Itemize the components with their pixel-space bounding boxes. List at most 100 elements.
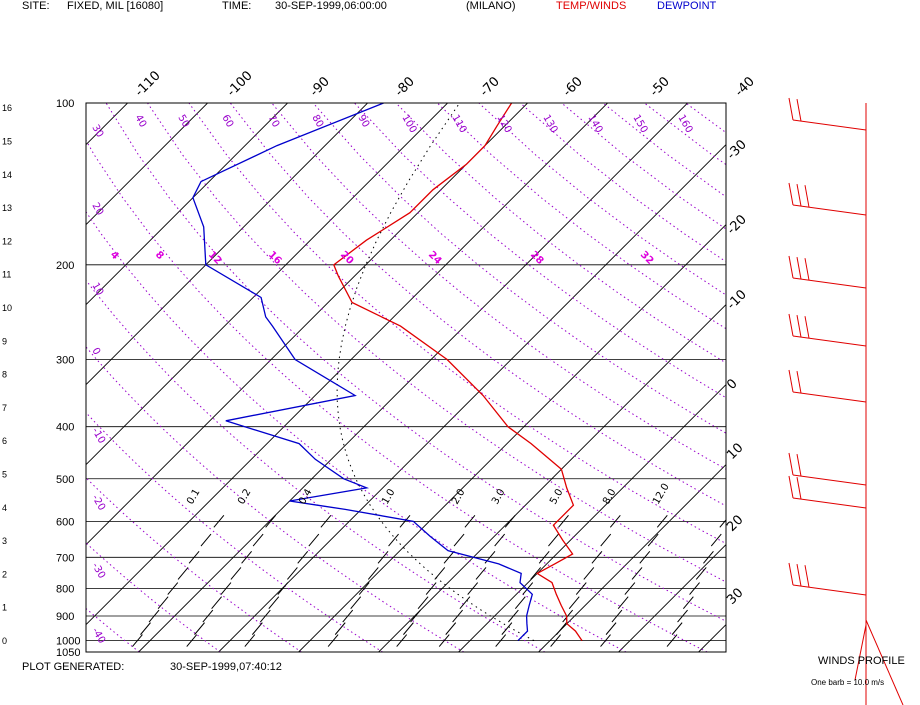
mixing-ratio-tick (624, 582, 636, 595)
wind-barb-shaft (792, 335, 867, 347)
mixing-ratio-tick (558, 515, 569, 528)
mixing-ratio-tick (177, 567, 189, 580)
pressure-tick-label: 100 (56, 98, 74, 110)
isotherm-line (86, 103, 609, 626)
mixing-ratio-tick (475, 567, 487, 580)
wind-barb-feather (788, 452, 794, 476)
wind-barb (788, 313, 867, 347)
mixing-ratio-tick (367, 567, 379, 580)
wind-barb-feather (796, 257, 802, 280)
dew-legend: DEWPOINT (657, 0, 717, 12)
isotherm-line (86, 103, 369, 386)
mixing-ratio-tick (522, 582, 534, 595)
dry-adiabat-line (147, 103, 726, 583)
mixing-ratio-tick (425, 582, 437, 595)
wind-barb (788, 97, 867, 131)
isotherm-line (458, 383, 726, 652)
mixing-ratio-tick (417, 596, 429, 609)
dry-adiabat-line (86, 211, 627, 652)
wind-barb-feather (788, 369, 794, 393)
mixing-ratio-tick (609, 515, 621, 528)
dry-adiabat-line (229, 103, 726, 507)
height-tick-label: 7 (2, 403, 7, 413)
mixing-ratio-tick (241, 551, 252, 564)
wind-barb (788, 452, 867, 486)
pressure-tick-label: 800 (56, 584, 74, 596)
mixing-ratio-tick (308, 533, 320, 547)
mixing-ratio-tick (188, 551, 200, 564)
wind-barb (788, 475, 867, 509)
mixing-ratio-tick (639, 551, 651, 564)
wind-barb-shaft (792, 497, 867, 509)
wind-barb-feather (796, 315, 802, 338)
mixing-ratio-tick (399, 515, 411, 528)
mixing-ratio-tick (452, 609, 463, 623)
mixing-ratio-tick (350, 596, 362, 609)
mixing-ratio-tick (396, 634, 408, 647)
mixing-ratio-tick (666, 634, 678, 647)
wind-barb-feather (804, 316, 810, 339)
isotherm-line (86, 103, 449, 466)
mixing-ratio-tick (583, 567, 595, 580)
mixing-ratio-tick (575, 582, 587, 595)
mixing-ratio-tick (514, 596, 526, 609)
mixing-ratio-tick (719, 519, 726, 528)
mixing-ratio-tick (453, 533, 465, 547)
mixing-ratio-tick (611, 609, 623, 623)
pressure-tick-label: 600 (56, 516, 74, 528)
dry-adiabat-line (86, 542, 221, 652)
mixing-ratio-tick (495, 634, 507, 647)
generated-label: PLOT GENERATED: (22, 661, 125, 673)
height-tick-label: 3 (2, 536, 7, 546)
dry-adiabat-line (354, 103, 726, 399)
mixing-ratio-tick (682, 596, 694, 609)
mixing-ratio-tick (600, 533, 612, 547)
mixing-ratio-tick (689, 582, 700, 595)
winds-profile-title: WINDS PROFILE (818, 655, 905, 667)
mixing-ratio-tick (259, 609, 271, 623)
mixing-ratio-tick (703, 551, 714, 564)
pressure-tick-label: 900 (56, 611, 74, 623)
mixing-ratio-tick (617, 596, 629, 609)
generated-value: 30-SEP-1999,07:40:12 (170, 661, 282, 673)
wind-barb-feather (796, 564, 802, 587)
mixing-ratio-tick (550, 634, 562, 647)
pressure-tick-label: 300 (56, 355, 74, 367)
wind-barb (788, 255, 867, 289)
mixing-ratio-tick (251, 622, 263, 635)
mixing-ratio-tick (388, 533, 399, 547)
mixing-ratio-tick (631, 567, 643, 580)
wind-barb-feather (788, 255, 794, 279)
mixing-ratio-tick (443, 551, 455, 564)
mixing-ratio-tick (459, 596, 471, 609)
isotherm-line (538, 463, 726, 652)
height-tick-label: 1 (2, 603, 7, 613)
mixing-ratio-tick (252, 533, 264, 547)
mixing-ratio-tick (268, 596, 280, 609)
mixing-ratio-tick (568, 596, 580, 609)
mixing-ratio-tick (148, 609, 160, 623)
mixing-ratio-tick (548, 533, 559, 547)
wind-barb-feather (788, 97, 794, 121)
wind-barb-feather (788, 475, 794, 499)
isotherm-line (138, 103, 689, 652)
wind-barb-feather (804, 565, 810, 588)
dry-adiabat-line (86, 346, 465, 652)
height-tick-label: 12 (2, 236, 12, 246)
dry-adiabat-line (188, 103, 726, 545)
height-tick-label: 14 (2, 170, 12, 180)
pressure-tick-label: 1000 (56, 636, 80, 648)
mixing-ratio-tick (600, 634, 611, 647)
mixing-ratio-tick (695, 567, 707, 580)
surface-barb-flag (865, 619, 904, 705)
wind-barb-shaft (792, 204, 867, 216)
mixing-ratio-tick (504, 515, 516, 528)
mixing-ratio-tick (287, 567, 298, 580)
mixing-ratio-tick (538, 551, 550, 564)
mixing-ratio-tick (710, 533, 722, 547)
isotherm-line (218, 143, 726, 652)
mixing-ratio-tick (358, 582, 370, 595)
dry-adiabat-line (86, 411, 383, 652)
mixing-ratio-tick (132, 634, 143, 647)
